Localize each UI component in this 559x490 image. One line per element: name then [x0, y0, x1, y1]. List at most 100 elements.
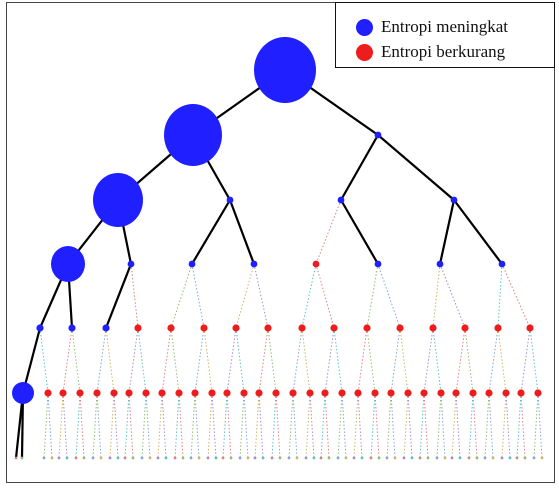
- tree-edge-dotted: [253, 263, 269, 329]
- tree-edge-dotted: [47, 392, 53, 459]
- node-decrease: [338, 389, 346, 397]
- tree-edge-dotted: [353, 392, 359, 459]
- tree-edge-dotted: [464, 327, 474, 394]
- tree-edge-dotted: [357, 392, 363, 459]
- tree-edge-dotted: [137, 327, 147, 394]
- tree-edge-dotted: [309, 392, 315, 459]
- tree-edge-solid: [228, 199, 256, 265]
- tree-edge-dotted: [62, 392, 68, 459]
- node-decrease: [289, 389, 297, 397]
- tree-edge-dotted: [516, 392, 522, 459]
- leaf-node: [221, 456, 225, 460]
- tree-edge-dotted: [292, 392, 298, 459]
- node-increase: [374, 131, 382, 139]
- tree-edge-dotted: [145, 392, 151, 459]
- tree-nodes: [12, 37, 544, 460]
- tree-edge-dotted: [243, 392, 249, 459]
- node-decrease: [517, 389, 525, 397]
- legend-item-decrease: Entropi berkurang: [356, 41, 505, 63]
- node-increase: [102, 324, 110, 332]
- tree-edge-dotted: [203, 327, 213, 394]
- leaf-node: [385, 456, 389, 460]
- leaf-node: [443, 456, 447, 460]
- tree-edge-dotted: [440, 392, 446, 459]
- node-increase: [250, 260, 258, 268]
- tree-edge-dotted: [267, 327, 277, 394]
- node-increase: [436, 260, 444, 268]
- tree-edge-dotted: [292, 327, 303, 394]
- tree-edge-dotted: [374, 392, 380, 459]
- tree-edge-dotted: [390, 327, 401, 394]
- leaf-node: [238, 456, 242, 460]
- legend: Entropi meningkat Entropi berkurang: [335, 2, 555, 68]
- tree-edge-dotted: [439, 263, 466, 329]
- node-decrease: [59, 389, 67, 397]
- leaf-node: [261, 456, 265, 460]
- tree-edge-dotted: [113, 392, 119, 459]
- node-decrease: [387, 389, 395, 397]
- node-decrease: [526, 324, 534, 332]
- tree-edge-solid: [453, 199, 503, 265]
- tree-edge-dotted: [254, 392, 260, 459]
- leaf-node: [500, 456, 504, 460]
- node-decrease: [485, 389, 493, 397]
- node-increase-large: [254, 37, 316, 103]
- tree-edge-dotted: [157, 392, 163, 459]
- tree-edge-dotted: [488, 392, 494, 459]
- node-decrease: [134, 324, 142, 332]
- node-increase-large: [164, 104, 222, 166]
- node-decrease: [167, 324, 175, 332]
- node-decrease: [110, 389, 118, 397]
- tree-edge-dotted: [357, 327, 368, 394]
- node-decrease: [502, 389, 510, 397]
- tree-edge-dotted: [235, 327, 245, 394]
- tree-edge-dotted: [520, 392, 526, 459]
- tree-edge-dotted: [537, 392, 543, 459]
- leaf-node: [287, 456, 291, 460]
- node-increase: [226, 196, 234, 204]
- tree-edge-dotted: [423, 392, 429, 459]
- tree-edge-dotted: [190, 392, 196, 459]
- tree-edge-dotted: [62, 327, 73, 394]
- tree-edge-dotted: [341, 392, 347, 459]
- tree-edge-dotted: [337, 392, 343, 459]
- leaf-node: [65, 456, 69, 460]
- leaf-node: [491, 456, 495, 460]
- tree-edge-dotted: [403, 392, 409, 459]
- node-increase-large: [51, 246, 85, 282]
- tree-edge-dotted: [520, 327, 531, 394]
- leaf-node: [189, 456, 193, 460]
- node-decrease: [420, 389, 428, 397]
- tree-edge-dotted: [324, 327, 335, 394]
- legend-item-increase: Entropi meningkat: [356, 16, 508, 38]
- tree-edge-dotted: [315, 199, 342, 265]
- leaf-node: [74, 456, 78, 460]
- leaf-node: [82, 456, 86, 460]
- tree-edge-dotted: [105, 327, 115, 394]
- node-decrease: [452, 389, 460, 397]
- node-decrease: [240, 389, 248, 397]
- leaf-node: [508, 456, 512, 460]
- tree-edge-dotted: [235, 263, 255, 329]
- leaf-node: [360, 456, 364, 460]
- tree-edge-dotted: [194, 392, 200, 459]
- leaf-node: [14, 456, 18, 460]
- tree-edge-solid: [191, 199, 231, 265]
- tree-edge-dotted: [333, 327, 343, 394]
- node-decrease: [330, 324, 338, 332]
- leaf-node: [20, 456, 24, 460]
- tree-edge-dotted: [161, 327, 172, 394]
- leaf-node: [270, 456, 274, 460]
- tree-edge-dotted: [128, 327, 139, 394]
- tree-edge-dotted: [71, 327, 81, 394]
- node-increase: [450, 196, 458, 204]
- tree-edge-dotted: [505, 392, 511, 459]
- leaf-node: [42, 456, 46, 460]
- leaf-node: [523, 456, 527, 460]
- tree-edge-dotted: [497, 327, 507, 394]
- red-dot-icon: [356, 43, 373, 61]
- legend-label-increase: Entropi meningkat: [381, 17, 509, 36]
- tree-edge-dotted: [178, 392, 184, 459]
- leaf-node: [312, 456, 316, 460]
- node-decrease: [363, 324, 371, 332]
